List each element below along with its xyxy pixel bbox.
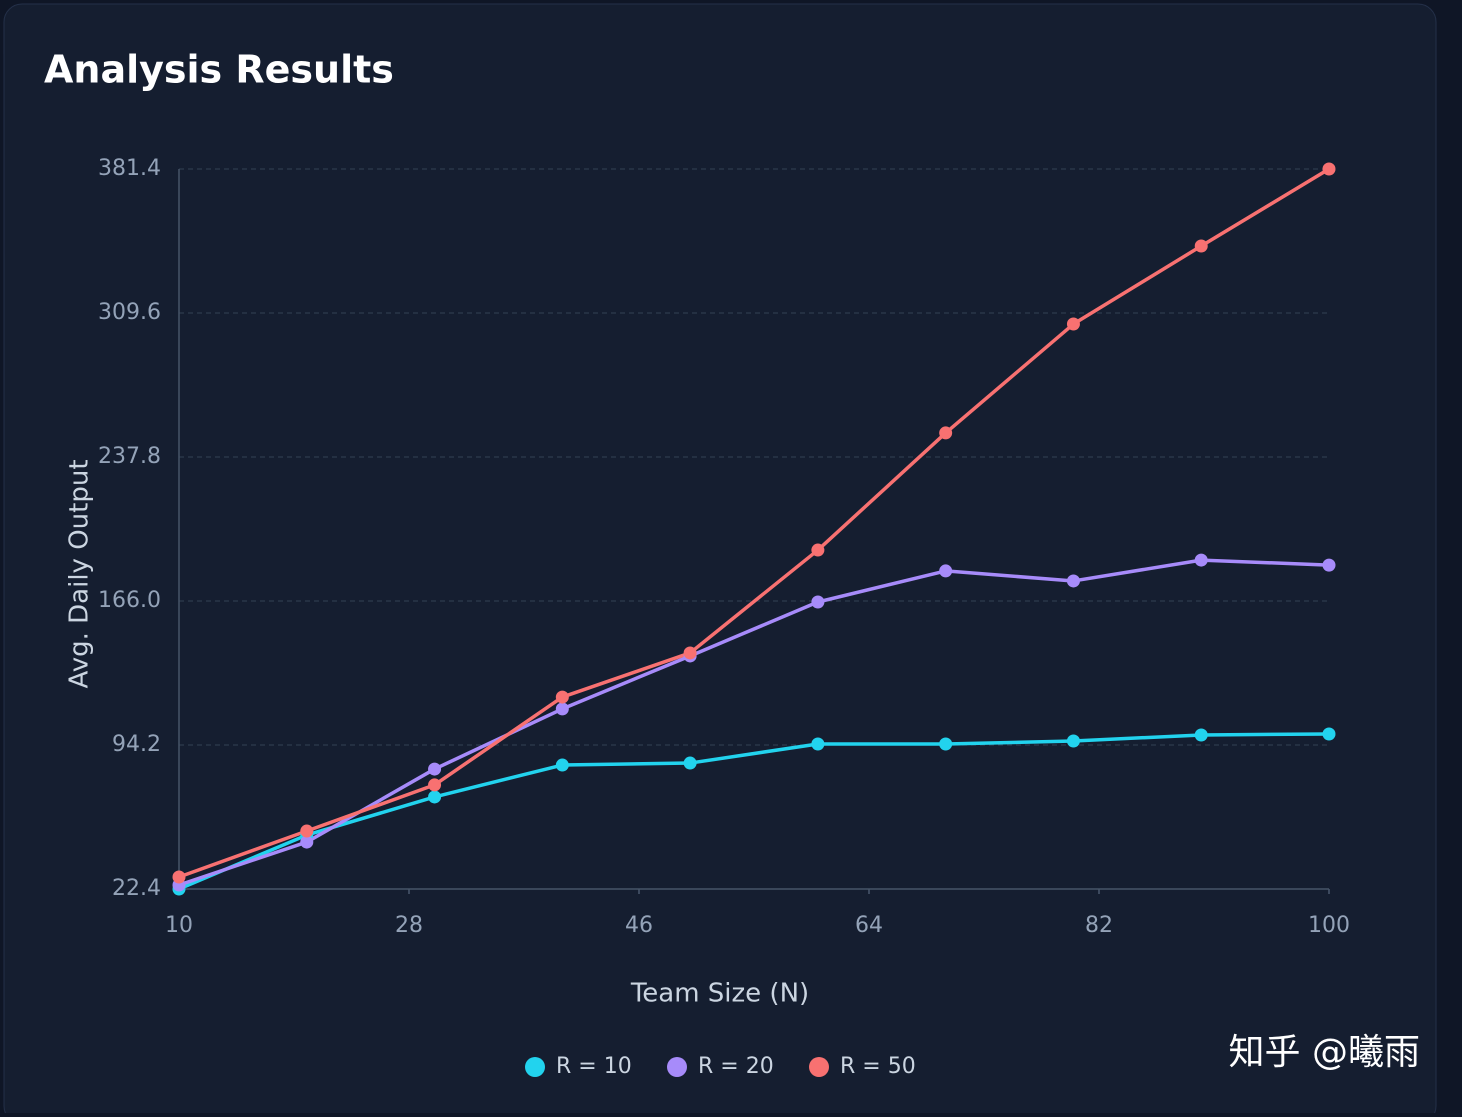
- data-point: [300, 824, 314, 838]
- data-point: [555, 690, 569, 704]
- watermark: 知乎 @曦雨: [1229, 1032, 1420, 1073]
- x-tick-label: 46: [625, 913, 653, 938]
- data-point: [939, 564, 953, 578]
- x-tick-label: 100: [1308, 913, 1350, 938]
- legend-label: R = 10: [556, 1054, 632, 1079]
- data-point: [939, 426, 953, 440]
- legend-marker: [809, 1057, 829, 1077]
- y-tick-label: 381.4: [98, 156, 161, 181]
- card: [3, 3, 1437, 1117]
- y-tick-label: 22.4: [112, 876, 161, 901]
- data-point: [555, 758, 569, 772]
- data-point: [300, 835, 314, 849]
- data-point: [428, 790, 442, 804]
- data-point: [1322, 162, 1336, 176]
- series-line: [178, 167, 1330, 879]
- data-point: [939, 737, 953, 751]
- y-axis-label: Avg. Daily Output: [65, 459, 95, 688]
- data-point: [1066, 574, 1080, 588]
- x-axis-label: Team Size (N): [630, 979, 809, 1009]
- data-point: [683, 646, 697, 660]
- data-point: [1066, 317, 1080, 331]
- y-tick-label: 309.6: [98, 300, 161, 325]
- data-point: [1194, 728, 1208, 742]
- chart-title: Analysis Results: [44, 48, 394, 92]
- legend-marker: [667, 1057, 687, 1077]
- data-point: [811, 737, 825, 751]
- data-point: [428, 762, 442, 776]
- legend-marker: [525, 1057, 545, 1077]
- data-point: [1322, 727, 1336, 741]
- data-point: [811, 543, 825, 557]
- legend-label: R = 20: [698, 1054, 774, 1079]
- data-point: [1322, 558, 1336, 572]
- data-point: [428, 778, 442, 792]
- x-tick-label: 82: [1085, 913, 1113, 938]
- data-point: [555, 702, 569, 716]
- data-point: [172, 870, 186, 884]
- y-tick-label: 166.0: [98, 588, 161, 613]
- data-point: [1194, 553, 1208, 567]
- legend-label: R = 50: [840, 1054, 916, 1079]
- x-tick-label: 10: [165, 913, 193, 938]
- data-point: [683, 756, 697, 770]
- series-line: [178, 732, 1330, 891]
- y-tick-label: 237.8: [98, 444, 161, 469]
- x-tick-label: 64: [855, 913, 883, 938]
- data-point: [1066, 734, 1080, 748]
- y-tick-label: 94.2: [112, 732, 161, 757]
- data-point: [1194, 239, 1208, 253]
- series-line: [178, 558, 1330, 887]
- data-point: [811, 595, 825, 609]
- x-tick-label: 28: [395, 913, 423, 938]
